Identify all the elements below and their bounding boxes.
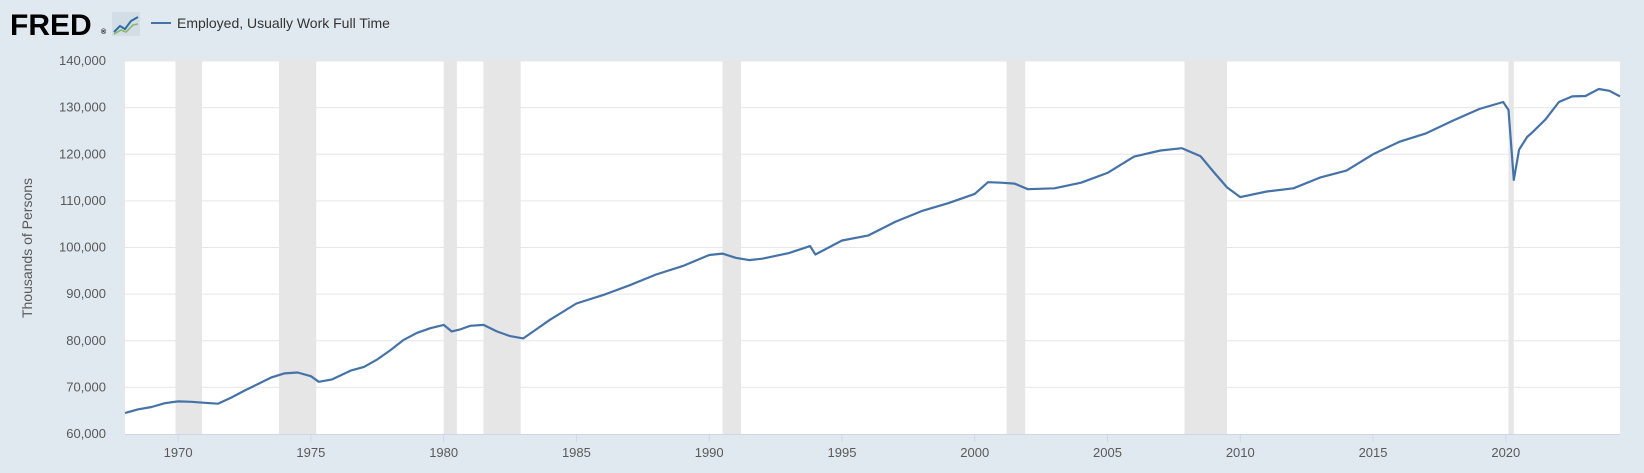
x-tick-label: 2015 bbox=[1359, 445, 1388, 460]
line-chart-icon bbox=[112, 12, 140, 36]
series-layer bbox=[124, 87, 1621, 415]
x-tick-label: 1980 bbox=[429, 445, 458, 460]
y-tick-label: 60,000 bbox=[66, 426, 106, 441]
y-tick-label: 100,000 bbox=[59, 240, 106, 255]
x-tick-label: 2000 bbox=[960, 445, 989, 460]
x-axis: 1970 1975 1980 1985 1990 1995 2000 2005 2010 2015… bbox=[164, 434, 1520, 460]
x-tick-label: 2010 bbox=[1226, 445, 1255, 460]
fred-logo[interactable]: FRED ® bbox=[10, 9, 140, 42]
y-tick-label: 70,000 bbox=[66, 379, 106, 394]
x-tick-label: 1995 bbox=[828, 445, 857, 460]
y-tick-label: 80,000 bbox=[66, 333, 106, 348]
y-tick-label: 90,000 bbox=[66, 286, 106, 301]
fred-logo-text: FRED bbox=[10, 9, 92, 42]
x-tick-label: 1990 bbox=[695, 445, 724, 460]
y-tick-label: 110,000 bbox=[60, 193, 106, 208]
registered-mark: ® bbox=[101, 28, 107, 36]
y-tick-label: 120,000 bbox=[59, 146, 106, 161]
x-tick-label: 1985 bbox=[562, 445, 591, 460]
legend-entry: Employed, Usually Work Full Time bbox=[177, 15, 390, 31]
grid-lines bbox=[125, 60, 1620, 388]
x-tick-label: 1975 bbox=[296, 445, 325, 460]
legend: Employed, Usually Work Full Time bbox=[151, 15, 390, 31]
x-tick-label: 2005 bbox=[1093, 445, 1122, 460]
x-tick-label: 1970 bbox=[164, 445, 193, 460]
y-axis-title: Thousands of Persons bbox=[19, 178, 35, 318]
x-tick-label: 2020 bbox=[1491, 445, 1520, 460]
y-tick-label: 130,000 bbox=[59, 100, 106, 115]
series-line-0[interactable] bbox=[124, 87, 1621, 415]
y-tick-label: 140,000 bbox=[59, 53, 106, 68]
y-axis: 60,000 70,000 80,000 90,000 100,000 110,000 12… bbox=[59, 53, 106, 441]
